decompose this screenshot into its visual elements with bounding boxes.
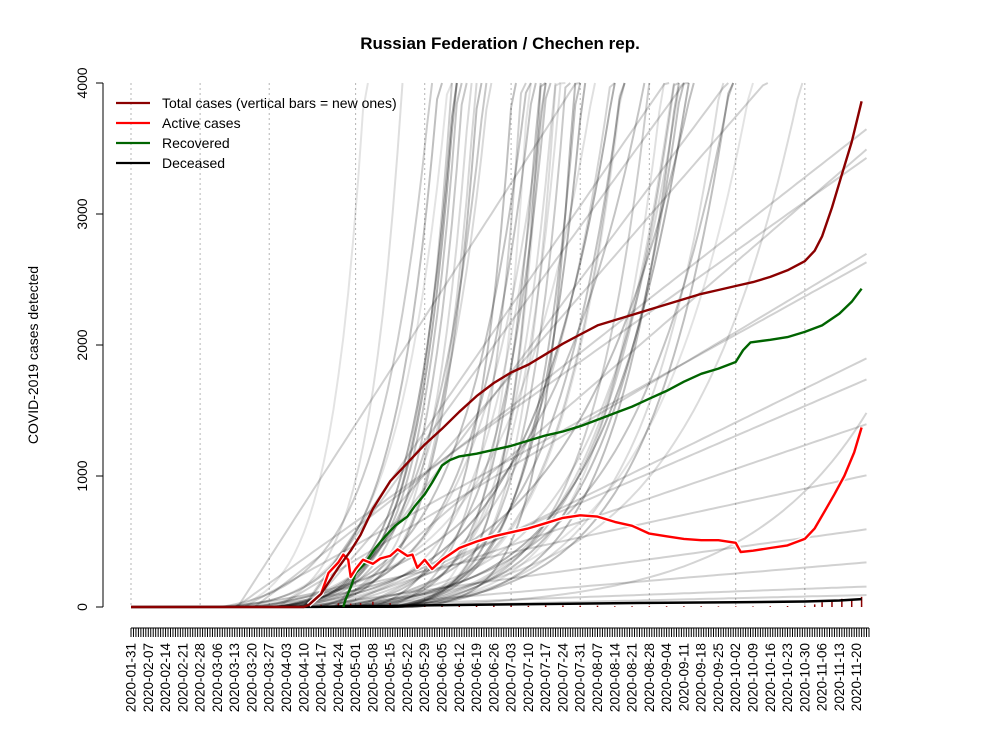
x-tick-label: 2020-05-29 (417, 643, 432, 712)
x-tick-label: 2020-03-06 (210, 643, 225, 712)
x-tick-label: 2020-10-09 (745, 643, 760, 712)
x-tick-label: 2020-06-12 (452, 643, 467, 712)
gridlines (130, 83, 806, 607)
x-tick-label: 2020-04-10 (296, 643, 311, 712)
legend: Total cases (vertical bars = new ones) Ac… (116, 95, 397, 171)
series-line-recovered (342, 287, 863, 608)
x-tick-label: 2020-08-28 (642, 643, 657, 712)
y-tick-label: 4000 (74, 67, 90, 98)
x-tick-label: 2020-11-20 (849, 643, 864, 711)
x-tick-label: 2020-07-03 (504, 643, 519, 712)
y-axis-label: COVID-2019 cases detected (25, 266, 41, 444)
series-lines (130, 101, 864, 609)
legend-label: Recovered (162, 135, 230, 151)
x-tick-label: 2020-07-31 (573, 643, 588, 712)
x-tick-label: 2020-05-01 (348, 643, 363, 712)
x-tick-label: 2020-10-16 (763, 643, 778, 712)
x-tick-label: 2020-06-05 (434, 643, 449, 712)
y-tick-label: 1000 (74, 460, 90, 491)
x-tick-label: 2020-02-21 (175, 643, 190, 712)
legend-label: Total cases (vertical bars = new ones) (162, 95, 397, 111)
background-region-line (131, 157, 868, 608)
x-tick-label: 2020-09-04 (659, 643, 674, 713)
x-tick-label: 2020-10-02 (728, 643, 743, 712)
x-tick-label: 2020-03-20 (244, 643, 259, 712)
x-tick-label: 2020-11-13 (832, 643, 847, 711)
x-tick-label: 2020-07-10 (521, 643, 536, 712)
x-tick-label: 2020-04-24 (331, 643, 346, 713)
x-tick-label: 2020-02-28 (193, 643, 208, 712)
x-tick-label: 2020-09-25 (711, 643, 726, 712)
x-tick-label: 2020-02-14 (158, 643, 173, 713)
x-tick-label: 2020-04-17 (314, 643, 329, 712)
x-tick-label: 2020-06-19 (469, 643, 484, 712)
x-tick-label: 2020-08-07 (590, 643, 605, 712)
series-line-total (131, 101, 863, 609)
x-tick-label: 2020-10-30 (797, 643, 812, 712)
background-region-lines (131, 82, 868, 608)
x-tick-label: 2020-03-13 (227, 643, 242, 712)
x-tick-label: 2020-06-26 (486, 643, 501, 712)
x-tick-label: 2020-03-27 (262, 643, 277, 712)
legend-label: Active cases (162, 115, 241, 131)
x-tick-label: 2020-07-17 (538, 643, 553, 712)
x-tick-label: 2020-08-14 (607, 643, 622, 713)
x-tick-label: 2020-08-21 (625, 643, 640, 712)
y-tick-label: 2000 (74, 329, 90, 360)
x-tick-label: 2020-10-23 (780, 643, 795, 712)
x-tick-label: 2020-01-31 (124, 643, 139, 712)
x-tick-label: 2020-05-15 (383, 643, 398, 712)
series-line-active (307, 427, 863, 606)
x-tick-label: 2020-05-08 (365, 643, 380, 712)
legend-label: Deceased (162, 155, 225, 171)
x-tick-label: 2020-09-18 (694, 643, 709, 712)
x-tick-label: 2020-07-24 (555, 643, 570, 713)
x-tick-label: 2020-05-22 (400, 643, 415, 712)
chart-title: Russian Federation / Chechen rep. (360, 34, 640, 53)
x-tick-label: 2020-11-06 (815, 643, 830, 711)
x-tick-label: 2020-04-03 (279, 643, 294, 712)
background-region-line (131, 261, 867, 608)
x-tick-label: 2020-09-11 (676, 643, 691, 711)
y-tick-label: 0 (74, 603, 90, 611)
x-tick-label: 2020-02-07 (141, 643, 156, 712)
y-tick-label: 3000 (74, 198, 90, 229)
